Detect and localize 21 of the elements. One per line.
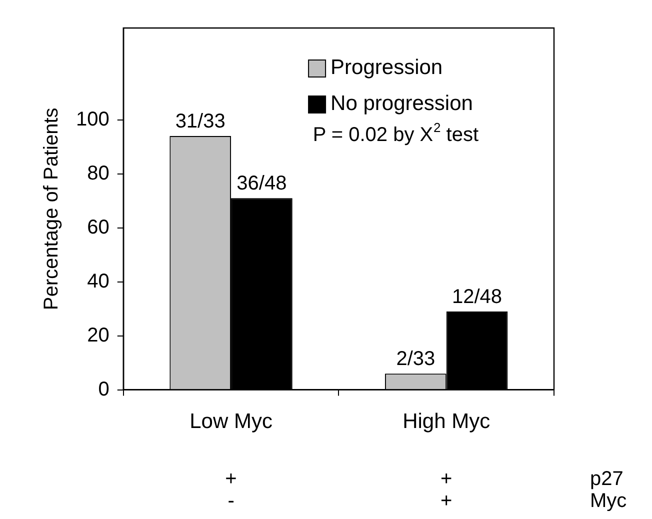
y-tick-label: 80 (87, 162, 110, 184)
data-label: 2/33 (396, 348, 436, 370)
x-tick-label: High Myc (402, 410, 490, 434)
legend-label: Progression (330, 56, 443, 79)
text: p27 (590, 468, 624, 490)
text: - (228, 490, 234, 512)
y-tick-label: 60 (87, 216, 110, 238)
text: + (440, 490, 452, 512)
text: Myc (590, 490, 627, 512)
data-label: 36/48 (236, 172, 287, 195)
y-tick-label: 100 (76, 108, 110, 130)
x-tick-label: Low Myc (190, 410, 272, 434)
y-tick-label: 20 (87, 324, 110, 346)
text: + (225, 468, 237, 490)
legend-label: No progression (330, 92, 473, 115)
y-tick-label: 0 (98, 378, 110, 400)
text: + (440, 468, 452, 490)
data-label: 31/33 (175, 110, 226, 133)
y-tick-label: 40 (87, 270, 110, 292)
data-label: 12/48 (452, 286, 502, 308)
y-axis-title: Percentage of Patients (40, 108, 63, 310)
